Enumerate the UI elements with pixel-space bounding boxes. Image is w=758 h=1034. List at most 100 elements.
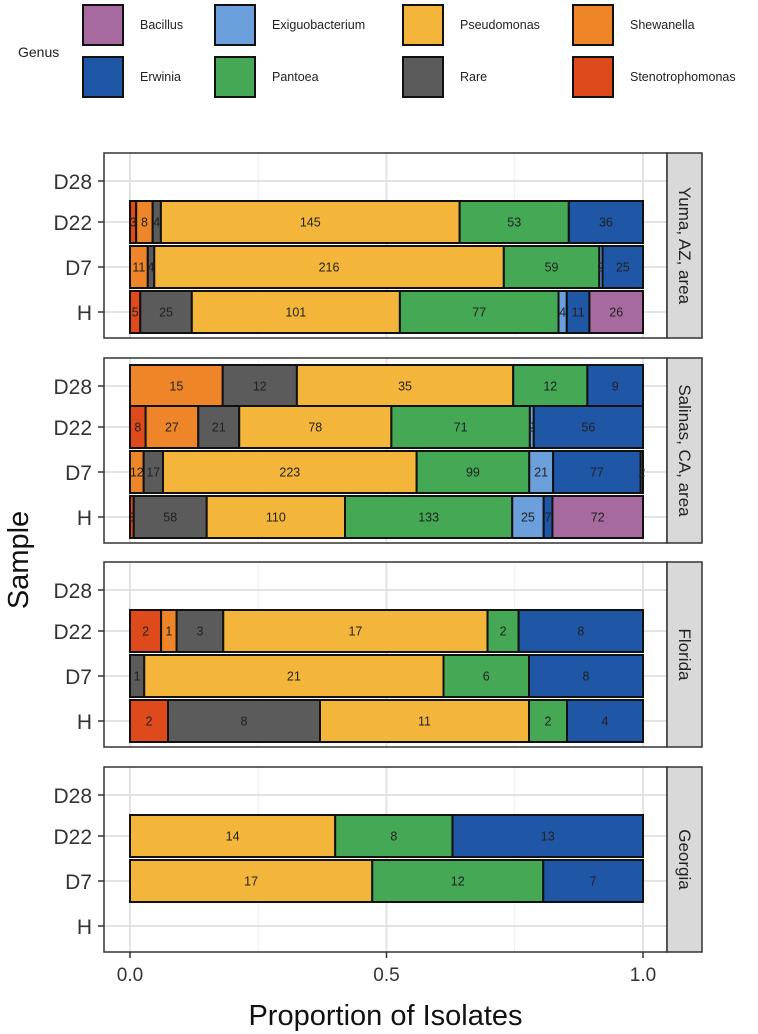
bar-segment-pantoea [528,699,568,743]
bar-segment-pseudomonas [153,245,505,289]
bar-segment-label: 17 [146,466,160,480]
y-tick-label: D28 [53,376,92,399]
bar-segment-pantoea [442,654,530,698]
y-tick-label: D28 [53,580,92,603]
bar-segment-label: 2 [142,625,149,639]
bar-segment-label: 8 [241,715,248,729]
bar-yuma-az-area-d7: 11 4 216 59 2 25 [129,245,645,289]
facet-strip [666,766,703,953]
bar-segment-label: 145 [300,216,321,230]
y-tick-label: D7 [65,666,92,689]
bar-segment-label: 8 [141,216,148,230]
bar-segment-pantoea [502,245,601,289]
bar-segment-label: 110 [266,511,286,525]
bar-segment-erwinia [542,859,644,903]
bar-segment-stenotrophomonas [129,609,163,653]
bar-segment-pantoea [486,609,520,653]
bar-segment-pantoea [390,405,531,449]
legend-item-shewanella: Shewanella [572,4,695,46]
bar-segment-label: 1 [165,625,172,639]
facet-strip [666,357,703,544]
y-tick-label: D7 [65,257,92,280]
bar-florida-h: 2 8 11 2 4 [129,699,644,743]
bar-florida-d22: 2 1 3 17 2 8 [129,609,644,653]
bar-segment-pseudomonas [159,200,461,244]
bar-segment-pantoea [334,814,454,858]
bar-segment-label: 27 [165,421,179,435]
legend-label-pseudomonas: Pseudomonas [460,18,540,32]
bar-segment-pseudomonas [143,654,445,698]
bar-segment-pantoea [398,290,560,334]
bar-segment-label: 12 [253,380,267,394]
bar-segment-label: 3 [130,216,137,230]
facet-strip [666,152,703,339]
bar-salinas-ca-area-d28: 15 12 35 12 9 [129,364,644,408]
bar-salinas-ca-area-d22: 8 27 21 78 71 2 56 [129,405,645,449]
bar-segment-pantoea [371,859,545,903]
bar-segment-pantoea [415,450,531,494]
bar-segment-label: 2 [500,625,507,639]
legend: Genus Bacillus Exiguobacterium Pseudomonas S… [18,4,736,98]
facet-strip [666,561,703,748]
y-tick-label: D22 [53,212,92,235]
bar-segment-label: 133 [418,511,439,525]
bar-segment-erwinia [451,814,645,858]
bar-segment-label: 13 [541,830,555,844]
bar-segment-label: 1 [134,670,141,684]
facet-strip-label: Salinas, CA, area [675,384,694,517]
bar-segment-label: 4 [602,715,609,729]
bar-segment-label: 4 [559,306,566,320]
legend-title: Genus [18,44,59,60]
bar-segment-label: 7 [545,511,552,525]
bar-segment-rare [175,609,225,653]
bar-segment-erwinia [566,699,644,743]
bar-segment-label: 3 [196,625,203,639]
legend-swatch-pseudomonas [402,4,444,46]
bar-segment-label: 216 [319,261,340,275]
facet-strip-label: Yuma, AZ, area [675,187,694,305]
bar-segment-label: 8 [583,670,590,684]
y-tick-label: D7 [65,871,92,894]
bar-segment-label: 25 [616,261,630,275]
bar-segment-label: 25 [521,511,535,525]
bar-segment-label: 7 [590,875,597,889]
facet-strip-label: Florida [675,629,694,682]
bar-segment-label: 8 [134,421,141,435]
bar-segment-label: 8 [390,830,397,844]
bar-georgia-d22: 14 8 13 [129,814,645,858]
legend-swatch-exiguobacterium [214,4,256,46]
bar-segment-shewanella [144,405,200,449]
bar-segment-label: 9 [612,380,619,394]
legend-item-rare: Rare [402,56,487,98]
y-tick-label: D22 [53,621,92,644]
bar-georgia-d7: 17 12 7 [129,859,644,903]
bar-segment-label: 36 [599,216,613,230]
x-axis-title: Proportion of Isolates [248,1000,522,1032]
bar-segment-label: 56 [581,421,595,435]
bar-segment-label: 223 [279,466,300,480]
legend-label-rare: Rare [460,70,487,84]
bar-segment-label: 72 [591,511,605,525]
y-tick-label: D22 [53,826,92,849]
legend-swatch-rare [402,56,444,98]
y-tick-label: D28 [53,785,92,808]
bar-segment-label: 12 [451,875,465,889]
bar-segment-erwinia [601,245,645,289]
bar-segment-label: 101 [285,306,306,320]
bar-segment-erwinia [532,405,645,449]
y-tick-label: D7 [65,462,92,485]
axes: 0.0 0.5 1.0 Proportion of Isolates Sample [3,511,656,1032]
bar-segment-label: 4 [148,261,155,275]
bar-segment-label: 77 [590,466,604,480]
bar-segment-erwinia [567,200,644,244]
bar-segment-label: 2 [545,715,552,729]
bar-segment-label: 11 [418,715,431,729]
bar-segment-label: 17 [244,875,258,889]
bar-segment-pseudomonas [319,699,530,743]
legend-item-stenotrophomonas: Stenotrophomonas [572,56,736,98]
bar-segment-label: 2 [146,715,153,729]
legend-label-erwinia: Erwinia [140,70,181,84]
legend-swatch-stenotrophomonas [572,56,614,98]
